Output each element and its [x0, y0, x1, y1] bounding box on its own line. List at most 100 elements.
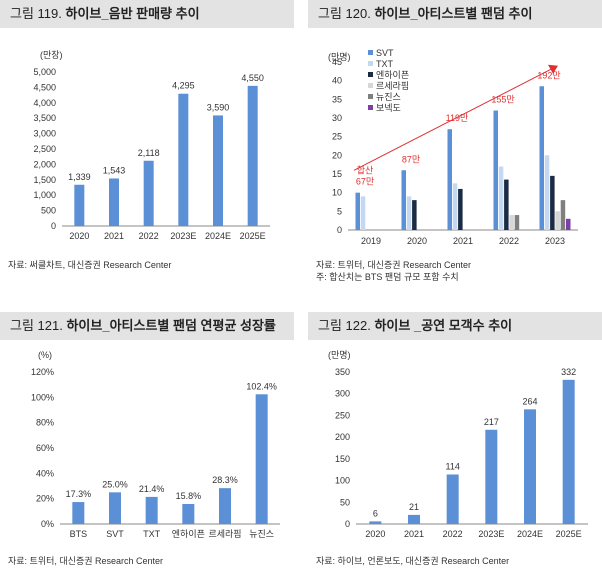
- figure-title: 하이브_아티스트별 팬덤 연평균 성장률: [66, 318, 276, 333]
- bar-1: [493, 110, 498, 230]
- legend-label: 뉴진스: [376, 92, 401, 102]
- y-tick-label: 350: [335, 367, 350, 377]
- y-tick-label: 300: [335, 389, 350, 399]
- legend-swatch: [368, 50, 373, 55]
- y-tick-label: 0%: [41, 519, 54, 529]
- y-tick-label: 100%: [31, 392, 54, 402]
- x-tick-label: 2020: [69, 231, 89, 241]
- x-tick-label: 2022: [443, 529, 463, 539]
- x-tick-label: SVT: [106, 529, 124, 539]
- annotation-label: 119만: [446, 113, 469, 123]
- data-label: 21: [409, 502, 419, 512]
- bar: [178, 93, 189, 226]
- bar-1: [401, 170, 406, 230]
- x-tick-label: 2021: [104, 231, 124, 241]
- y-tick-label: 80%: [36, 418, 54, 428]
- y-tick-label: 150: [335, 454, 350, 464]
- legend-label: 보넥도: [376, 103, 401, 113]
- bar-1: [355, 192, 360, 230]
- figure-title: 하이브_아티스트별 팬덤 추이: [374, 6, 533, 21]
- bar: [524, 409, 536, 524]
- source-note: 자료: 트위터, 대신증권 Research Center: [8, 556, 164, 566]
- panel-title: 그림 121. 하이브_아티스트별 팬덤 연평균 성장률: [0, 312, 294, 340]
- data-label: 217: [484, 417, 499, 427]
- annotation-label: 192만: [537, 70, 560, 80]
- y-tick-label: 60%: [36, 443, 54, 453]
- data-label: 4,295: [172, 81, 195, 91]
- bar-5: [514, 215, 520, 230]
- figure-number: 그림 119.: [10, 6, 62, 21]
- data-label: 21.4%: [139, 484, 165, 494]
- legend-swatch: [368, 94, 373, 99]
- bar-1: [539, 86, 544, 230]
- y-tick-label: 1,000: [33, 190, 56, 200]
- annotation-label: 155만: [491, 95, 514, 105]
- x-tick-label: 2025E: [240, 231, 266, 241]
- bar: [74, 184, 85, 226]
- bar: [182, 503, 195, 524]
- album-sales-chart: (만장) 0 500 1,000 1,500 2,000 2,500 3,000 3,500 4,…: [33, 50, 270, 241]
- x-tick-label: 2021: [404, 529, 424, 539]
- y-tick-label: 5,000: [33, 67, 56, 77]
- x-tick-label: 뉴진스: [249, 529, 274, 539]
- figure-number: 그림 122.: [318, 318, 371, 333]
- y-tick-label: 15: [332, 169, 342, 179]
- chart-panel-concert-attendance: 그림 122. 하이브 _공연 모객수 추이 (만명) 0 50 100 150 200 2…: [308, 312, 602, 573]
- x-tick-label: 2019: [361, 236, 381, 246]
- bar: [109, 178, 119, 226]
- data-label: 4,550: [241, 73, 264, 83]
- chart-panel-fandom-cagr: 그림 121. 하이브_아티스트별 팬덤 연평균 성장률 (%) 0% 20% 40%…: [0, 312, 294, 573]
- data-label: 1,543: [103, 165, 126, 175]
- legend-label: 엔하이픈: [376, 70, 409, 80]
- source-note: 자료: 하이브, 언론보도, 대신증권 Research Center: [316, 556, 510, 566]
- annotation-label: 합산: [357, 166, 374, 176]
- data-label: 1,339: [68, 172, 91, 182]
- y-tick-label: 0: [51, 221, 56, 231]
- bar: [213, 115, 223, 226]
- y-tick-label: 100: [335, 476, 350, 486]
- x-tick-label: 엔하이픈: [172, 529, 205, 539]
- y-tick-label: 4,000: [33, 98, 56, 108]
- y-tick-label: 4,500: [33, 82, 56, 92]
- y-tick-label: 1,500: [33, 175, 56, 185]
- y-tick-label: 5: [337, 206, 342, 216]
- data-label: 3,590: [207, 102, 230, 112]
- y-tick-label: 30: [332, 113, 342, 123]
- figure-title: 하이브_음반 판매량 추이: [65, 6, 200, 21]
- x-tick-label: 2024E: [517, 529, 543, 539]
- x-tick-label: 르세라핌: [208, 529, 241, 539]
- x-tick-label: 2023E: [170, 231, 196, 241]
- unit-label: (만장): [40, 50, 63, 60]
- x-tick-label: 2022: [139, 231, 159, 241]
- y-tick-label: 20%: [36, 494, 54, 504]
- annotation-label: 67만: [356, 177, 374, 187]
- x-tick-label: 2023: [545, 236, 565, 246]
- legend-label: SVT: [376, 48, 394, 58]
- bar: [369, 521, 382, 524]
- data-label: 114: [445, 461, 459, 471]
- bar-1: [447, 129, 452, 230]
- bar-6: [566, 218, 571, 230]
- figure-number: 그림 120.: [318, 6, 371, 21]
- data-label: 264: [522, 396, 537, 406]
- bar-2: [498, 166, 504, 230]
- y-tick-label: 10: [332, 188, 342, 198]
- data-label: 28.3%: [212, 475, 238, 485]
- trend-arrow-head: [548, 64, 558, 74]
- y-tick-label: 40%: [36, 468, 54, 478]
- bar-2: [544, 155, 550, 230]
- data-label: 15.8%: [176, 491, 202, 501]
- data-label: 25.0%: [102, 479, 128, 489]
- y-tick-label: 50: [340, 497, 350, 507]
- y-tick-label: 0: [345, 519, 350, 529]
- fandom-trend-chart: (만명) 0 5 10 15 20 25 30 35 40 45 2019 2020 2021 2022 20…: [328, 48, 578, 246]
- y-tick-label: 3,500: [33, 113, 56, 123]
- bar: [485, 429, 498, 524]
- y-tick-label: 0: [337, 225, 342, 235]
- data-label: 17.3%: [66, 489, 92, 499]
- concert-attendance-chart: (만명) 0 50 100 150 200 250 300 350 6 2020 21 2021 114 2…: [328, 350, 588, 539]
- bar-5: [560, 200, 566, 230]
- y-tick-label: 3,000: [33, 129, 56, 139]
- x-tick-label: 2022: [499, 236, 519, 246]
- legend-swatch: [368, 105, 373, 110]
